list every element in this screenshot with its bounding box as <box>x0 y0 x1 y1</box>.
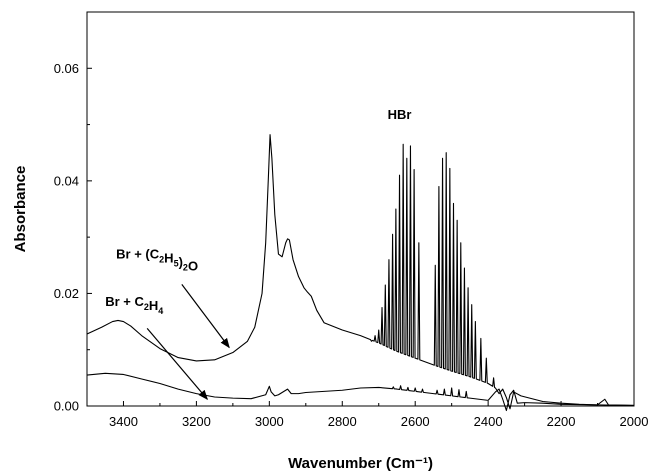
axis-layer: 3400 3200 3000 2800 2600 2400 2200 2000 0.00 0.02… <box>54 61 649 429</box>
x-tick-label: 2600 <box>401 414 430 429</box>
y-tick-label: 0.06 <box>54 61 79 76</box>
annotation-label-2: Br + C2H4 <box>105 294 163 316</box>
x-tick-label: 3000 <box>255 414 284 429</box>
x-tick-label: 3400 <box>109 414 138 429</box>
y-axis-title: Absorbance <box>12 166 29 253</box>
y-tick-label: 0.02 <box>54 286 79 301</box>
spectrum-line-1 <box>86 134 635 410</box>
annotation-arrow-1 <box>181 284 230 349</box>
x-tick-label: 2000 <box>620 414 649 429</box>
spectrum-line-2 <box>86 372 635 412</box>
y-tick-label: 0.00 <box>54 399 79 414</box>
plot-frame <box>86 11 635 407</box>
x-tick-label: 2400 <box>474 414 503 429</box>
x-tick-label: 3200 <box>182 414 211 429</box>
annotation-label-1: Br + (C2H5)2O <box>116 247 198 274</box>
annotation-label-3: HBr <box>388 107 412 122</box>
annotation-arrow-2 <box>146 327 208 401</box>
x-tick-label: 2800 <box>328 414 357 429</box>
y-tick-label: 0.04 <box>54 173 79 188</box>
series-layer <box>86 134 635 412</box>
annotation-layer: Br + (C2H5)2O Br + C2H4 HBr <box>105 107 412 401</box>
x-axis-title: Wavenumber (Cm⁻¹) <box>288 455 433 472</box>
x-tick-label: 2200 <box>547 414 576 429</box>
